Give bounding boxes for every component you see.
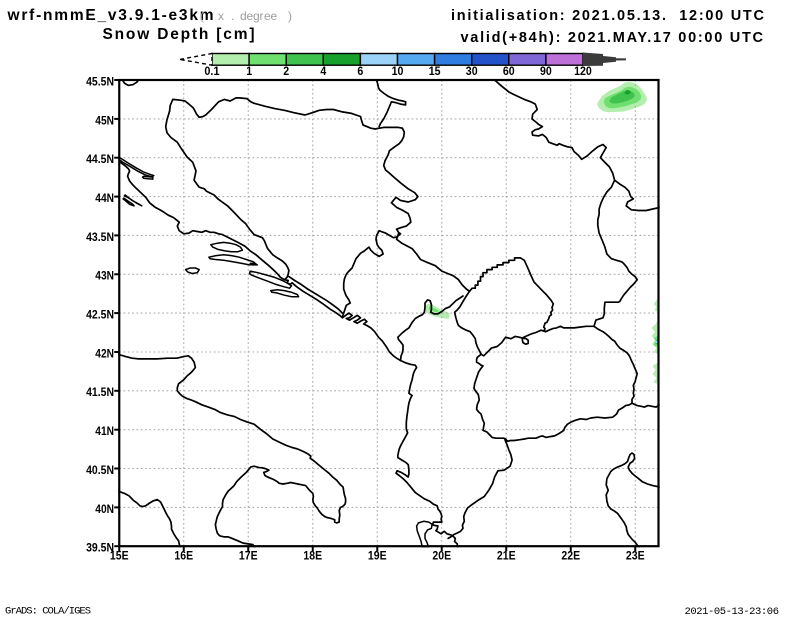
svg-text:23E: 23E: [626, 550, 645, 563]
svg-text:4: 4: [320, 65, 326, 78]
svg-text:2021-05-13-23:06: 2021-05-13-23:06: [685, 606, 780, 618]
svg-text:43N: 43N: [95, 270, 114, 283]
svg-text:18E: 18E: [303, 550, 322, 563]
svg-text:15: 15: [429, 65, 441, 78]
svg-text:21E: 21E: [497, 550, 516, 563]
svg-text:43.5N: 43.5N: [86, 231, 114, 244]
svg-text:2: 2: [283, 65, 289, 78]
svg-text:44N: 44N: [95, 192, 114, 205]
svg-text:42.5N: 42.5N: [86, 309, 114, 322]
svg-text:(x.degree): (x.degree): [200, 9, 292, 23]
svg-text:wrf-nmmE_v3.9.1-e3km: wrf-nmmE_v3.9.1-e3km: [7, 7, 214, 24]
svg-text:41.5N: 41.5N: [86, 386, 114, 399]
svg-text:6: 6: [357, 65, 363, 78]
svg-text:15E: 15E: [110, 550, 129, 563]
svg-text:45.5N: 45.5N: [86, 75, 114, 88]
svg-text:45N: 45N: [95, 114, 114, 127]
svg-text:40.5N: 40.5N: [86, 464, 114, 477]
svg-text:41N: 41N: [95, 425, 114, 438]
svg-text:initialisation: 2021.05.13. 1: initialisation: 2021.05.13. 12:00 UTC: [451, 8, 765, 24]
svg-text:GrADS: COLA/IGES: GrADS: COLA/IGES: [5, 606, 91, 618]
svg-text:40N: 40N: [95, 503, 114, 516]
svg-text:Snow Depth [cm]: Snow Depth [cm]: [103, 26, 255, 43]
svg-text:22E: 22E: [561, 550, 580, 563]
svg-text:120: 120: [574, 65, 592, 78]
svg-text:10: 10: [392, 65, 404, 78]
svg-text:39.5N: 39.5N: [86, 542, 114, 555]
svg-text:44.5N: 44.5N: [86, 153, 114, 166]
svg-text:17E: 17E: [239, 550, 258, 563]
svg-text:0.1: 0.1: [204, 65, 220, 78]
svg-text:1: 1: [246, 65, 252, 78]
svg-text:16E: 16E: [174, 550, 193, 563]
svg-text:19E: 19E: [368, 550, 387, 563]
svg-text:30: 30: [466, 65, 478, 78]
svg-text:42N: 42N: [95, 347, 114, 360]
svg-text:20E: 20E: [432, 550, 451, 563]
svg-text:valid(+84h): 2021.MAY.17 00:00: valid(+84h): 2021.MAY.17 00:00 UTC: [461, 30, 764, 46]
svg-text:60: 60: [503, 65, 515, 78]
svg-text:90: 90: [540, 65, 552, 78]
